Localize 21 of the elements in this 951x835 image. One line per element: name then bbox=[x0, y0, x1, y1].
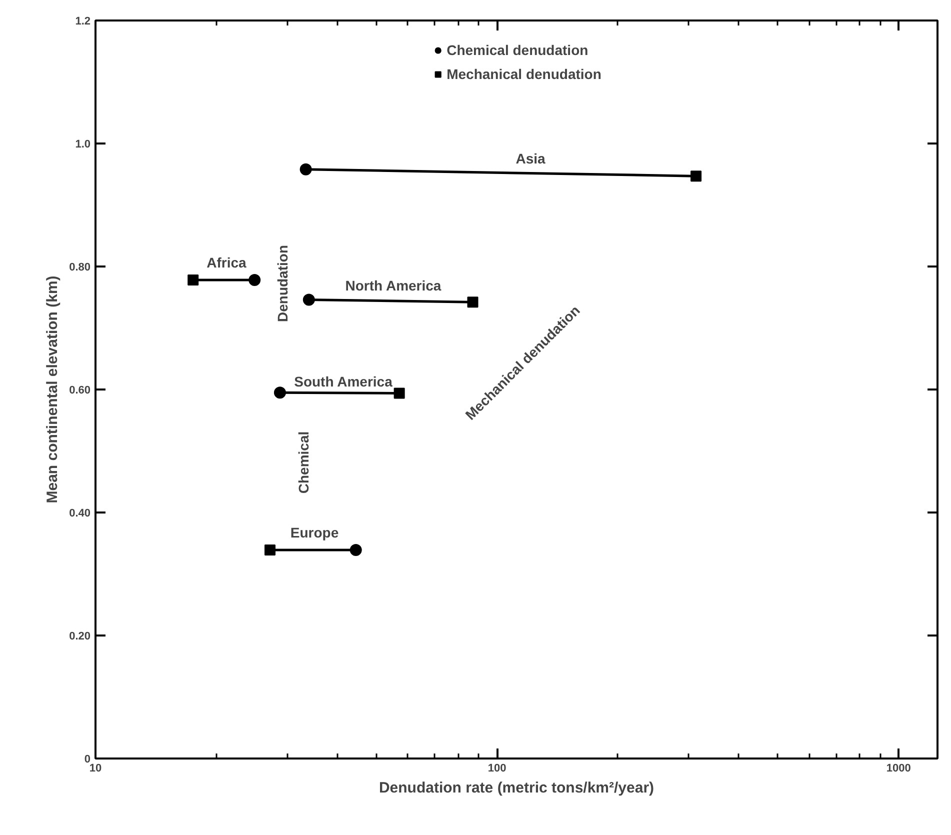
x-tick-label: 100 bbox=[488, 762, 506, 774]
annotation: Europe bbox=[290, 524, 339, 540]
annotation: North America bbox=[345, 278, 442, 294]
y-tick-label: 0 bbox=[84, 754, 91, 766]
y-axis-title: Mean continental elevation (km) bbox=[44, 276, 62, 504]
x-axis-title: Denudation rate (metric tons/km²/year) bbox=[378, 780, 654, 796]
y-tick-label: 1.0 bbox=[75, 138, 91, 150]
x-tick-label: 1000 bbox=[886, 762, 911, 774]
annotation: Chemical bbox=[296, 431, 312, 494]
annotation: Denudation bbox=[274, 244, 290, 322]
legend-label: Chemical denudation bbox=[446, 42, 588, 58]
annotation: Asia bbox=[516, 150, 546, 166]
y-tick-label: 0.80 bbox=[69, 262, 91, 274]
annotation: Africa bbox=[206, 254, 247, 270]
y-tick-label: 1.2 bbox=[75, 16, 91, 28]
x-tick-label: 10 bbox=[89, 762, 102, 774]
y-tick-label: 0.20 bbox=[69, 630, 91, 642]
annotation: South America bbox=[294, 374, 393, 390]
legend-label: Mechanical denudation bbox=[446, 66, 602, 82]
y-tick-label: 0.40 bbox=[69, 508, 91, 520]
y-tick-label: 0.60 bbox=[69, 384, 91, 396]
